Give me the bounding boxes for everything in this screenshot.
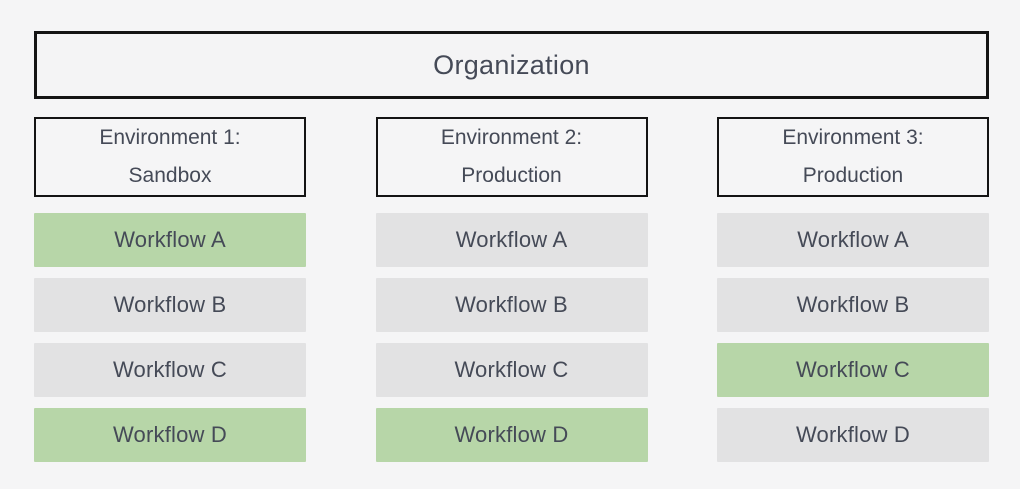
workflow-box: Workflow B: [375, 278, 648, 332]
environment-3-title-line2: Production: [802, 164, 904, 187]
workflow-box: Workflow C: [375, 343, 648, 397]
workflow-box: Workflow C: [34, 343, 306, 397]
workflow-box: Workflow B: [34, 278, 306, 332]
workflow-box: Workflow C: [717, 343, 989, 397]
organization-box: Organization: [34, 31, 989, 99]
diagram-wrapper: Organization Environment 1: Sandbox Work…: [34, 0, 989, 462]
workflow-box: Workflow A: [375, 213, 648, 267]
workflow-box: Workflow D: [34, 408, 306, 462]
environment-column-1: Environment 1: Sandbox Workflow A Workfl…: [34, 117, 306, 462]
environment-3-header: Environment 3: Production: [717, 117, 989, 197]
environment-1-header: Environment 1: Sandbox: [34, 117, 306, 197]
workflow-box: Workflow A: [34, 213, 306, 267]
environment-2-title-line1: Environment 2:: [440, 126, 583, 149]
environment-2-title-line2: Production: [461, 164, 562, 187]
workflow-box: Workflow D: [375, 408, 648, 462]
organization-label: Organization: [433, 49, 590, 80]
environment-2-header: Environment 2: Production: [375, 117, 648, 197]
workflow-box: Workflow D: [717, 408, 989, 462]
environment-1-title-line1: Environment 1:: [99, 126, 241, 149]
environment-1-title-line2: Sandbox: [128, 164, 212, 187]
environment-columns: Environment 1: Sandbox Workflow A Workfl…: [34, 117, 989, 462]
environment-column-2: Environment 2: Production Workflow A Wor…: [375, 117, 648, 462]
environment-3-title-line1: Environment 3:: [782, 126, 924, 149]
workflow-box: Workflow A: [717, 213, 989, 267]
environment-column-3: Environment 3: Production Workflow A Wor…: [717, 117, 989, 462]
workflow-box: Workflow B: [717, 278, 989, 332]
